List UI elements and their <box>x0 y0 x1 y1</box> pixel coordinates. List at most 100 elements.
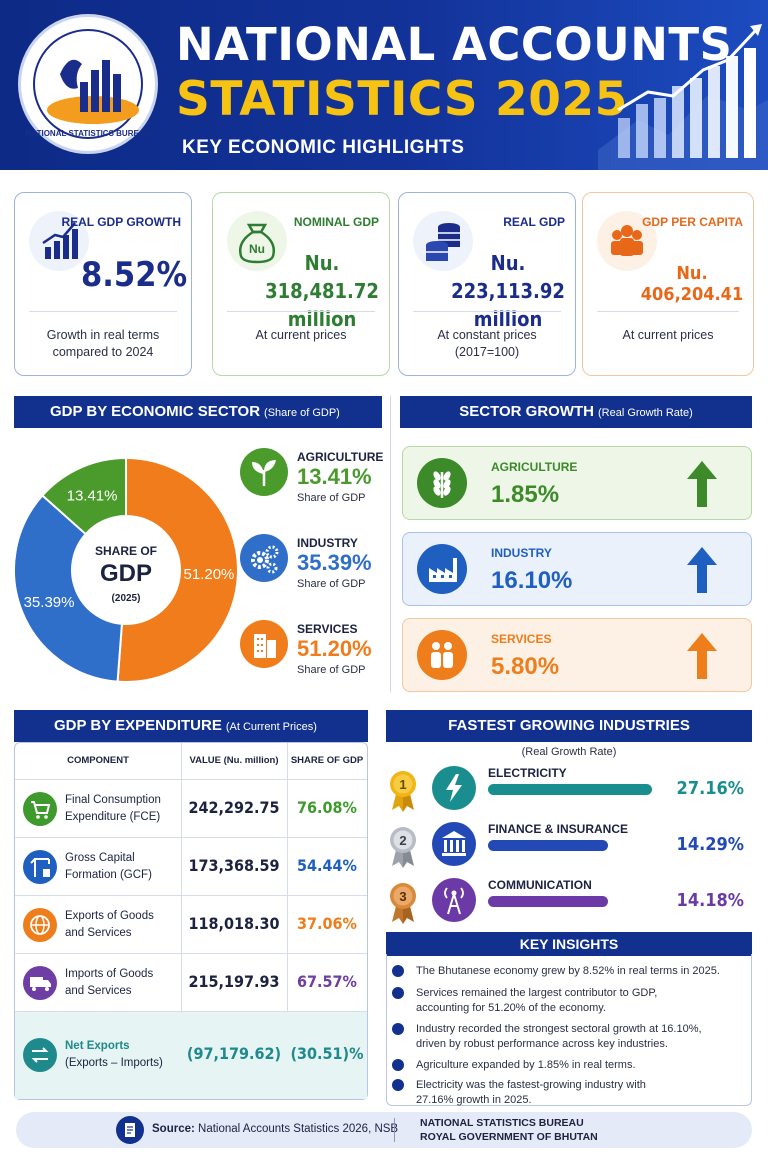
row-share: 54.44% <box>297 856 357 875</box>
globe-icon <box>23 908 57 942</box>
row-label-line2: (Exports – Imports) <box>65 1057 163 1069</box>
industry-bar <box>488 784 652 795</box>
sector-growth-card-services: SERVICES 5.80% <box>402 618 752 692</box>
truck-icon <box>23 966 57 1000</box>
row-label-line1: Imports of Goods <box>65 968 154 980</box>
donut-label-industry: 35.39% <box>24 594 75 611</box>
kpi-card-gdp-per-capita: GDP PER CAPITA Nu. 406,204.41 At current… <box>582 192 754 376</box>
row-label-line2: and Services <box>65 927 132 939</box>
table-row-net-exports: Net Exports (Exports – Imports) (97,179.6… <box>15 1011 367 1099</box>
section-header-key-insights: KEY INSIGHTS <box>386 932 752 956</box>
legend-name: AGRICULTURE <box>297 450 384 464</box>
sector-growth-value: 5.80% <box>491 653 560 680</box>
check-icon <box>392 1059 404 1071</box>
sector-share-donut: SHARE OF GDP (2025) 51.20% 35.39% 13.41% <box>14 456 238 683</box>
svg-text:1: 1 <box>399 777 406 792</box>
kpi-sub-line1: At current prices <box>622 328 714 342</box>
svg-text:3: 3 <box>399 889 406 904</box>
row-value: 215,197.93 <box>188 972 280 991</box>
row-share: 37.06% <box>297 914 357 933</box>
expenditure-table: COMPONENT VALUE (Nu. million) SHARE OF G… <box>14 742 368 1100</box>
sector-growth-value: 1.85% <box>491 481 560 508</box>
check-icon <box>392 987 404 999</box>
industry-row-communication: 3 COMMUNICATION 14.18% <box>386 876 752 930</box>
nsb-logo: NATIONAL STATISTICS BUREAU <box>18 14 158 154</box>
row-label-line1: Exports of Goods <box>65 910 154 922</box>
industry-row-electricity: 1 ELECTRICITY 27.16% <box>386 764 752 818</box>
logo-text: NATIONAL STATISTICS BUREAU <box>25 129 151 138</box>
org-line1: NATIONAL STATISTICS BUREAU <box>420 1117 584 1129</box>
rising-bars-icon <box>598 24 768 170</box>
people-icon <box>597 211 657 271</box>
row-value: 118,018.30 <box>188 914 280 933</box>
section-header-sector-growth: SECTOR GROWTH (Real Growth Rate) <box>400 396 752 428</box>
kpi-card-nominal-gdp: Nu NOMINAL GDP Nu. 318,481.72 million At … <box>212 192 390 376</box>
section-header-gdp-by-sector: GDP BY ECONOMIC SECTOR (Share of GDP) <box>14 396 382 428</box>
kpi-value-line1: Nu. 223,113.92 <box>451 251 565 303</box>
table-row: Imports of Goods and Services 215,197.93 … <box>15 953 367 1011</box>
donut-center-line2: GDP <box>100 560 152 587</box>
row-label-line2: Formation (GCF) <box>65 869 152 881</box>
page-title-line2: STATISTICS 2025 <box>176 72 628 127</box>
fastest-note: (Real Growth Rate) <box>521 746 617 758</box>
page-title-line1: NATIONAL ACCOUNTS <box>176 18 733 71</box>
svg-text:Nu: Nu <box>249 242 265 256</box>
sector-growth-name: AGRICULTURE <box>491 460 578 474</box>
document-icon <box>116 1116 144 1144</box>
cart-icon <box>23 792 57 826</box>
exchange-icon <box>23 1038 57 1072</box>
industry-row-finance: 2 FINANCE & INSURANCE 14.29% <box>386 820 752 874</box>
row-label-line2: and Services <box>65 985 132 997</box>
row-value: (97,179.62) <box>186 1044 282 1063</box>
section-header-gdp-by-expenditure: GDP BY EXPENDITURE (At Current Prices) <box>14 710 368 742</box>
buildings-icon <box>240 620 288 668</box>
industry-name: COMMUNICATION <box>488 878 592 892</box>
row-label-line1: Final Consumption <box>65 794 161 806</box>
industry-name: ELECTRICITY <box>488 766 567 780</box>
legend-value: 13.41% <box>297 464 372 489</box>
kpi-sub-line1: Growth in real terms <box>46 328 160 342</box>
silver-medal-icon: 2 <box>390 827 416 868</box>
bronze-medal-icon: 3 <box>390 883 416 924</box>
kpi-value: 8.52% <box>81 255 188 295</box>
check-icon <box>392 1079 404 1091</box>
table-row: Final Consumption Expenditure (FCE) 242,2… <box>15 779 367 837</box>
row-label-line1: Gross Capital <box>65 852 135 864</box>
industry-name: FINANCE & INSURANCE <box>488 822 629 836</box>
kpi-label: REAL GDP <box>503 215 565 229</box>
industry-value: 14.18% <box>676 890 744 911</box>
source-text: National Accounts Statistics 2026, NSB <box>198 1123 399 1135</box>
money-bag-icon: Nu <box>227 211 287 271</box>
legend-sub: Share of GDP <box>297 664 366 676</box>
wheat-icon <box>417 458 467 508</box>
industry-bar <box>488 840 608 851</box>
kpi-sub-line1: At current prices <box>255 328 347 342</box>
table-row: Exports of Goods and Services 118,018.30 … <box>15 895 367 953</box>
industry-value: 27.16% <box>676 778 744 799</box>
lightning-icon <box>432 766 476 810</box>
donut-label-agriculture: 13.41% <box>67 487 118 504</box>
table-header-component: COMPONENT <box>67 755 129 766</box>
section-header-fastest-industries: FASTEST GROWING INDUSTRIES <box>386 710 752 742</box>
kpi-card-real-gdp-growth: REAL GDP GROWTH 8.52% Growth in real ter… <box>14 192 192 376</box>
source-label: Source: <box>152 1123 195 1135</box>
page-subtitle: KEY ECONOMIC HIGHLIGHTS <box>182 137 465 158</box>
kpi-sub-line2: (2017=100) <box>454 345 520 359</box>
arrow-up-icon <box>687 633 717 679</box>
gears-icon <box>240 534 288 582</box>
svg-text:2: 2 <box>399 833 406 848</box>
row-label-line2: Expenditure (FCE) <box>65 811 161 823</box>
legend-name: INDUSTRY <box>297 536 358 550</box>
sector-growth-name: INDUSTRY <box>491 546 552 560</box>
sector-growth-card-agriculture: AGRICULTURE 1.85% <box>402 446 752 520</box>
kpi-label: GDP PER CAPITA <box>642 215 743 229</box>
industry-bar <box>488 896 608 907</box>
arrow-up-icon <box>687 547 717 593</box>
table-header-value: VALUE (Nu. million) <box>189 755 279 766</box>
table-header-share: SHARE OF GDP <box>290 755 364 766</box>
legend-sub: Share of GDP <box>297 578 366 590</box>
legend-value: 51.20% <box>297 636 372 661</box>
row-share: 76.08% <box>297 798 357 817</box>
row-share: 67.57% <box>297 972 357 991</box>
sector-growth-card-industry: INDUSTRY 16.10% <box>402 532 752 606</box>
